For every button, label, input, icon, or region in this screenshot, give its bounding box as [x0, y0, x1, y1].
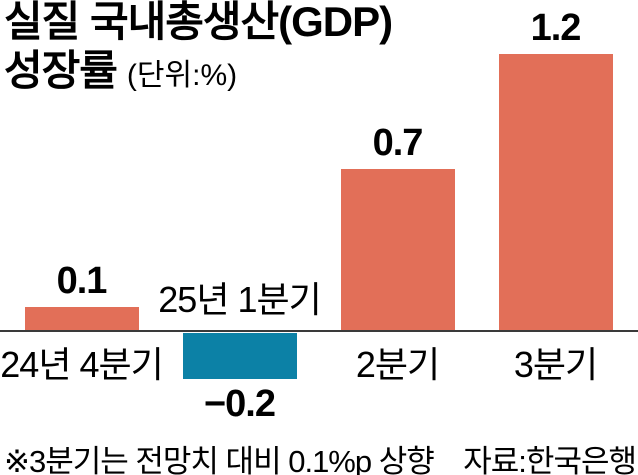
bar-category-label-1: 24년 4분기	[0, 344, 163, 385]
bar-4	[498, 54, 613, 330]
bar-category-label-4: 3분기	[513, 344, 598, 385]
chart-title: 실질 국내총생산(GDP) 성장률 (단위:%)	[4, 0, 393, 100]
chart-title-line1: 실질 국내총생산(GDP)	[4, 0, 393, 45]
chart-title-line2-text: 성장률	[4, 47, 118, 94]
source-text: 자료:한국은행	[463, 444, 637, 475]
bar-3	[340, 169, 455, 330]
bar-category-label-2: 25년 1분기	[158, 279, 321, 320]
bar-category-label-3: 2분기	[355, 344, 440, 385]
chart-footer: ※3분기는 전망치 대비 0.1%p 상향 자료:한국은행	[4, 436, 637, 475]
bar-value-label-2: −0.2	[203, 383, 276, 425]
bar-2	[182, 333, 297, 379]
chart-unit-label: (단위:%)	[126, 59, 238, 92]
chart-title-line2: 성장률 (단위:%)	[4, 46, 392, 100]
bar-value-label-4: 1.2	[530, 7, 582, 49]
bar-value-label-3: 0.7	[372, 122, 424, 164]
x-axis-line	[0, 330, 638, 332]
bar-1	[24, 307, 139, 330]
footnote-text: ※3분기는 전망치 대비 0.1%p 상향	[4, 444, 435, 475]
bar-value-label-1: 0.1	[56, 260, 108, 302]
